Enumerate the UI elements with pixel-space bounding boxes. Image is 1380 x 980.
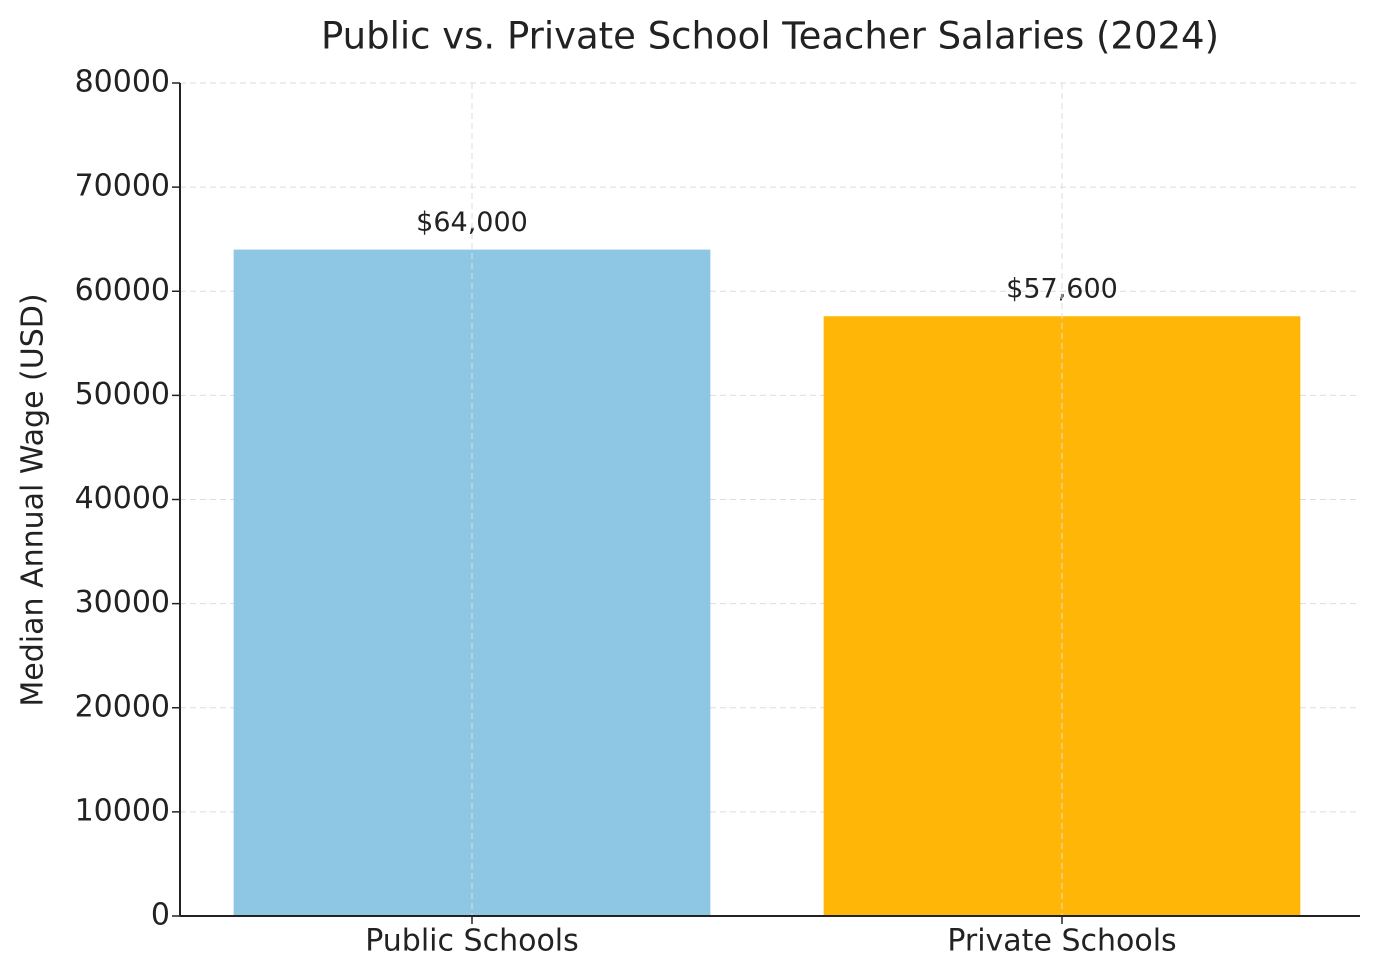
y-tick-label: 20000 [75, 689, 170, 724]
y-tick-label: 50000 [75, 377, 170, 412]
value-label: $64,000 [416, 207, 528, 238]
y-tick-label: 60000 [75, 273, 170, 308]
y-tick-label: 30000 [75, 585, 170, 620]
chart-title: Public vs. Private School Teacher Salari… [321, 15, 1219, 58]
y-tick-label: 40000 [75, 481, 170, 516]
y-tick-label: 10000 [75, 793, 170, 828]
x-tick-label: Private Schools [947, 924, 1176, 959]
y-tick-label: 0 [151, 898, 170, 933]
y-axis-label: Median Annual Wage (USD) [16, 293, 51, 706]
x-tick-label: Public Schools [365, 924, 579, 959]
y-tick-label: 70000 [75, 169, 170, 204]
y-tick-label: 80000 [75, 65, 170, 100]
